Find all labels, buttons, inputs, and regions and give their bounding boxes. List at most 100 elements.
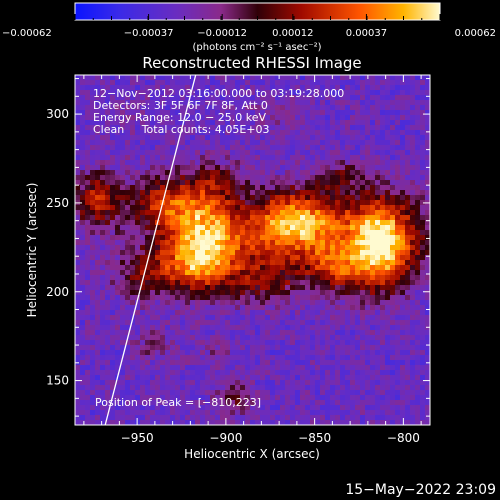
heatmap-cell <box>365 305 371 311</box>
heatmap-cell <box>155 175 161 181</box>
heatmap-cell <box>170 300 176 306</box>
heatmap-cell <box>225 85 231 91</box>
heatmap-cell <box>165 215 171 221</box>
heatmap-cell <box>100 380 106 386</box>
heatmap-cell <box>125 370 131 376</box>
heatmap-cell <box>270 310 276 316</box>
heatmap-cell <box>220 420 226 425</box>
heatmap-cell <box>390 165 396 171</box>
heatmap-cell <box>95 365 101 371</box>
heatmap-cell <box>395 315 401 321</box>
heatmap-cell <box>125 260 131 266</box>
heatmap-cell <box>140 295 146 301</box>
heatmap-cell <box>420 380 426 386</box>
heatmap-cell <box>350 345 356 351</box>
heatmap-cell <box>175 280 181 286</box>
heatmap-cell <box>95 245 101 251</box>
heatmap-cell <box>210 315 216 321</box>
heatmap-cell <box>110 140 116 146</box>
heatmap-cell <box>115 85 121 91</box>
heatmap-cell <box>300 400 306 406</box>
heatmap-cell <box>95 265 101 271</box>
heatmap-cell <box>130 335 136 341</box>
heatmap-cell <box>165 410 171 416</box>
heatmap-cell <box>155 285 161 291</box>
heatmap-cell <box>160 75 166 81</box>
heatmap-cell <box>260 205 266 211</box>
heatmap-cell <box>145 170 151 176</box>
heatmap-cell <box>330 270 336 276</box>
heatmap-cell <box>370 235 376 241</box>
heatmap-cell <box>200 250 206 256</box>
heatmap-cell <box>280 400 286 406</box>
heatmap-cell <box>260 320 266 326</box>
heatmap-cell <box>315 215 321 221</box>
heatmap-cell <box>175 335 181 341</box>
heatmap-cell <box>265 150 271 156</box>
heatmap-cell <box>405 400 411 406</box>
heatmap-cell <box>115 150 121 156</box>
heatmap-cell <box>205 135 211 141</box>
heatmap-cell <box>415 185 421 191</box>
heatmap-cell <box>350 360 356 366</box>
heatmap-cell <box>235 265 241 271</box>
heatmap-cell <box>160 265 166 271</box>
heatmap-cell <box>340 240 346 246</box>
heatmap-cell <box>300 90 306 96</box>
heatmap-cell <box>155 305 161 311</box>
heatmap-cell <box>120 345 126 351</box>
heatmap-cell <box>180 205 186 211</box>
heatmap-cell <box>180 220 186 226</box>
heatmap-cell <box>345 320 351 326</box>
heatmap-cell <box>205 110 211 116</box>
heatmap-cell <box>295 295 301 301</box>
heatmap-cell <box>380 210 386 216</box>
heatmap-cell <box>330 155 336 161</box>
heatmap-cell <box>120 295 126 301</box>
heatmap-cell <box>270 280 276 286</box>
heatmap-cell <box>350 80 356 86</box>
heatmap-cell <box>165 155 171 161</box>
heatmap-cell <box>385 120 391 126</box>
heatmap-cell <box>185 205 191 211</box>
heatmap-cell <box>130 260 136 266</box>
heatmap-cell <box>420 135 426 141</box>
heatmap-cell <box>155 100 161 106</box>
heatmap-cell <box>105 210 111 216</box>
heatmap-cell <box>360 320 366 326</box>
heatmap-cell <box>400 360 406 366</box>
heatmap-cell <box>160 360 166 366</box>
heatmap-cell <box>420 355 426 361</box>
heatmap-cell <box>250 110 256 116</box>
heatmap-cell <box>250 300 256 306</box>
heatmap-cell <box>190 125 196 131</box>
heatmap-cell <box>405 300 411 306</box>
heatmap-cell <box>415 265 421 271</box>
heatmap-cell <box>245 165 251 171</box>
heatmap-cell <box>95 160 101 166</box>
heatmap-cell <box>95 90 101 96</box>
heatmap-cell <box>170 225 176 231</box>
heatmap-cell <box>220 135 226 141</box>
heatmap-cell <box>180 95 186 101</box>
heatmap-cell <box>250 170 256 176</box>
heatmap-cell <box>405 155 411 161</box>
heatmap-cell <box>360 235 366 241</box>
heatmap-cell <box>95 75 101 81</box>
heatmap-cell <box>360 350 366 356</box>
heatmap-cell <box>335 250 341 256</box>
heatmap-cell <box>255 320 261 326</box>
heatmap-cell <box>235 380 241 386</box>
heatmap-cell <box>215 245 221 251</box>
heatmap-cell <box>350 380 356 386</box>
heatmap-cell <box>325 130 331 136</box>
heatmap-cell <box>215 380 221 386</box>
heatmap-cell <box>115 105 121 111</box>
heatmap-cell <box>355 285 361 291</box>
heatmap-cell <box>150 360 156 366</box>
heatmap-cell <box>125 125 131 131</box>
heatmap-cell <box>230 290 236 296</box>
heatmap-cell <box>325 420 331 425</box>
heatmap-cell <box>215 290 221 296</box>
heatmap-cell <box>90 270 96 276</box>
